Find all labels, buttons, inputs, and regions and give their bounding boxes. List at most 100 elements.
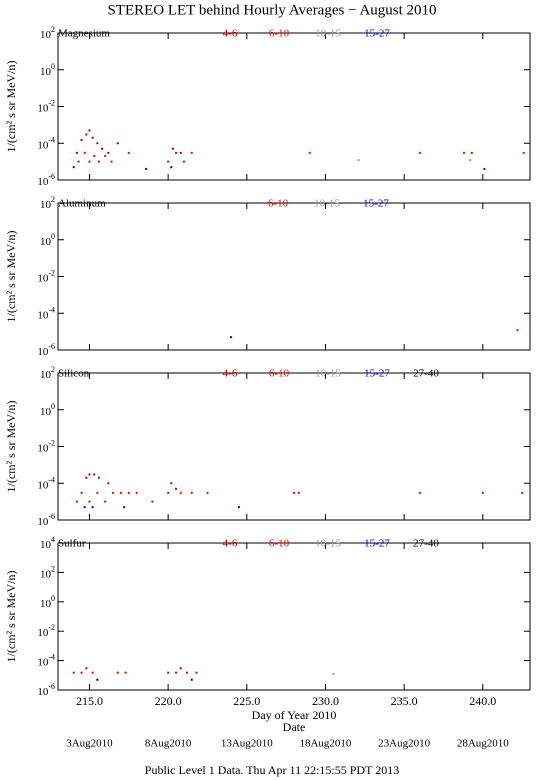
data-point: [418, 151, 421, 154]
panel-label: Aluminum: [58, 198, 106, 210]
data-point: [170, 482, 173, 485]
data-point: [93, 155, 96, 158]
data-point: [83, 506, 86, 509]
data-point: [171, 147, 174, 150]
date-label: 23Aug2010: [378, 738, 430, 750]
data-point: [182, 160, 185, 163]
data-point: [88, 473, 91, 476]
data-point: [186, 671, 189, 674]
plot-frame: [57, 202, 531, 351]
data-point: [75, 500, 78, 503]
y-tick-label: 10-2: [37, 623, 55, 639]
y-tick-label: 10-2: [37, 268, 55, 284]
data-point: [145, 167, 148, 170]
y-tick-label: 100: [40, 62, 55, 78]
data-point: [308, 151, 311, 154]
y-tick-label: 10-6: [37, 682, 55, 698]
data-point: [516, 329, 519, 332]
data-point: [179, 151, 182, 154]
data-point: [77, 160, 80, 163]
data-point: [167, 671, 170, 674]
panel-label: Sulfur: [58, 538, 86, 550]
data-point: [85, 667, 88, 670]
date-label: 8Aug2010: [145, 738, 192, 750]
data-point: [119, 491, 122, 494]
legend-entry: 10-15: [314, 198, 340, 210]
panel-label: Silicon: [58, 368, 90, 380]
legend-entry: 15-27: [364, 368, 390, 380]
y-tick-label: 100: [40, 232, 55, 248]
x-tick-label: 225.0: [233, 694, 260, 708]
data-point: [107, 482, 110, 485]
date-label: 13Aug2010: [221, 738, 273, 750]
y-axis-title: 1/(cm² s sr MeV/n): [4, 401, 18, 493]
data-point: [190, 151, 193, 154]
plot-frame: [57, 372, 531, 521]
data-point: [357, 159, 360, 162]
data-point: [206, 491, 209, 494]
x-axis-title: Date: [283, 720, 306, 734]
chart-title: STEREO LET behind Hourly Averages − Augu…: [107, 2, 436, 18]
data-point: [72, 166, 75, 169]
data-point: [72, 671, 75, 674]
data-point: [481, 491, 484, 494]
data-point: [80, 139, 83, 142]
data-point: [104, 500, 107, 503]
data-point: [195, 671, 198, 674]
data-point: [124, 671, 127, 674]
data-point: [85, 476, 88, 479]
data-point: [469, 159, 472, 162]
footer: Public Level 1 Data. Thu Apr 11 22:15:55…: [145, 763, 399, 777]
y-tick-label: 100: [40, 594, 55, 610]
data-point: [116, 671, 119, 674]
legend-entry: 10-15: [315, 28, 341, 40]
data-point: [167, 491, 170, 494]
data-point: [93, 473, 96, 476]
data-point: [135, 491, 138, 494]
x-tick-label: 215.0: [76, 694, 103, 708]
data-point: [116, 142, 119, 145]
date-label: 28Aug2010: [457, 738, 509, 750]
y-tick-label: 102: [40, 25, 55, 41]
data-point: [170, 166, 173, 169]
legend-entry: 6-10: [269, 28, 290, 40]
data-point: [88, 500, 91, 503]
data-point: [83, 151, 86, 154]
data-point: [230, 336, 233, 339]
y-axis-title: 1/(cm² s sr MeV/n): [4, 571, 18, 663]
data-point: [522, 151, 525, 154]
y-tick-label: 10-2: [37, 98, 55, 114]
data-point: [97, 160, 100, 163]
legend-entry: 4-6: [223, 538, 238, 550]
legend-entry: 6-10: [269, 368, 290, 380]
y-tick-label: 10-4: [37, 305, 55, 321]
y-axis-title: 1/(cm² s sr MeV/n): [4, 61, 18, 153]
legend-entry: 4-6: [223, 368, 238, 380]
x-axis-title: Day of Year 2010: [252, 708, 337, 722]
data-point: [521, 491, 524, 494]
legend-entry: 6-10: [269, 538, 290, 550]
data-point: [88, 129, 91, 132]
y-tick-label: 10-4: [37, 135, 55, 151]
legend-entry: 10-15: [315, 538, 341, 550]
data-point: [91, 506, 94, 509]
data-point: [96, 491, 99, 494]
data-point: [418, 491, 421, 494]
data-point: [470, 151, 473, 154]
y-tick-label: 102: [40, 195, 55, 211]
y-tick-label: 10-4: [37, 475, 55, 491]
data-point: [167, 160, 170, 163]
y-tick-label: 10-6: [37, 342, 55, 358]
data-point: [190, 491, 193, 494]
y-tick-label: 10-2: [37, 438, 55, 454]
data-point: [112, 491, 115, 494]
data-point: [85, 133, 88, 136]
data-point: [107, 151, 110, 154]
data-point: [179, 667, 182, 670]
data-point: [96, 142, 99, 145]
plot-frame: [57, 542, 531, 691]
legend-entry: 4-6: [223, 28, 238, 40]
date-label: 18Aug2010: [299, 738, 351, 750]
data-point: [91, 671, 94, 674]
